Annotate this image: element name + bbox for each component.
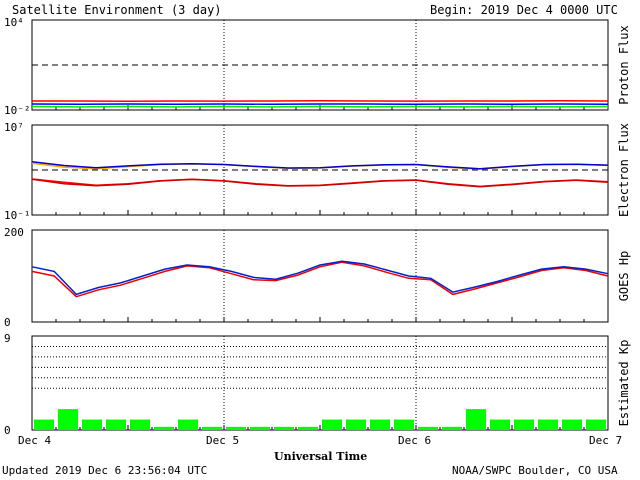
kp-bar bbox=[58, 409, 78, 430]
kp-bar bbox=[154, 426, 174, 430]
kp-bar bbox=[538, 419, 558, 430]
electron-series-3 bbox=[31, 178, 609, 188]
proton-y-tick-top: 10⁴ bbox=[4, 16, 24, 29]
x-axis-label: Universal Time bbox=[274, 450, 367, 463]
kp-bar bbox=[178, 419, 198, 430]
hp-y-tick-top: 200 bbox=[4, 226, 24, 239]
kp-bar bbox=[490, 419, 510, 430]
electron-y-axis-label: Electron Flux bbox=[617, 123, 631, 217]
kp-bar bbox=[346, 419, 366, 430]
electron-y-tick-bottom: 10⁻¹ bbox=[4, 209, 31, 222]
updated-time: Updated 2019 Dec 6 23:56:04 UTC bbox=[2, 464, 207, 477]
kp-bar bbox=[562, 419, 582, 430]
kp-bar bbox=[226, 426, 246, 430]
chart-panels: 10⁴ 10⁻² Proton Flux 10⁷ 10⁻¹ Electron Flux 20… bbox=[4, 16, 631, 437]
kp-bar bbox=[298, 426, 318, 430]
kp-bar bbox=[442, 426, 462, 430]
electron-panel-frame bbox=[31, 124, 609, 216]
kp-y-tick-top: 9 bbox=[4, 332, 11, 345]
begin-time: Begin: 2019 Dec 4 0000 UTC bbox=[430, 3, 618, 17]
proton-y-axis-label: Proton Flux bbox=[617, 25, 631, 104]
kp-bar bbox=[82, 419, 102, 430]
chart-title: Satellite Environment (3 day) bbox=[12, 3, 222, 17]
hp-y-tick-bottom: 0 bbox=[4, 316, 11, 329]
hp-series-0 bbox=[31, 261, 609, 298]
proton-panel-frame bbox=[31, 19, 609, 111]
x-tick-dec5: Dec 5 bbox=[206, 434, 239, 447]
kp-bar bbox=[34, 419, 54, 430]
kp-y-axis-label: Estimated Kp bbox=[617, 340, 631, 427]
kp-bar bbox=[202, 426, 222, 430]
kp-bar bbox=[370, 419, 390, 430]
hp-series-1 bbox=[31, 260, 609, 296]
electron-series-1 bbox=[31, 160, 609, 170]
kp-bar bbox=[274, 426, 294, 430]
proton-y-tick-bottom: 10⁻² bbox=[4, 104, 31, 117]
kp-bar bbox=[130, 419, 150, 430]
x-tick-dec4: Dec 4 bbox=[18, 434, 51, 447]
kp-bar bbox=[418, 426, 438, 430]
x-tick-dec7: Dec 7 bbox=[589, 434, 622, 447]
kp-y-tick-bottom: 0 bbox=[4, 424, 11, 437]
kp-bar bbox=[586, 419, 606, 430]
kp-bar bbox=[466, 409, 486, 430]
kp-bar bbox=[514, 419, 534, 430]
hp-y-axis-label: GOES Hp bbox=[617, 251, 631, 302]
kp-bar bbox=[394, 419, 414, 430]
kp-bar bbox=[322, 419, 342, 430]
proton-series-0 bbox=[32, 100, 609, 103]
credit: NOAA/SWPC Boulder, CO USA bbox=[452, 464, 618, 477]
x-tick-dec6: Dec 6 bbox=[398, 434, 431, 447]
kp-bar bbox=[106, 419, 126, 430]
kp-panel-frame bbox=[31, 335, 609, 431]
electron-y-tick-top: 10⁷ bbox=[4, 121, 24, 134]
kp-bar bbox=[250, 426, 270, 430]
